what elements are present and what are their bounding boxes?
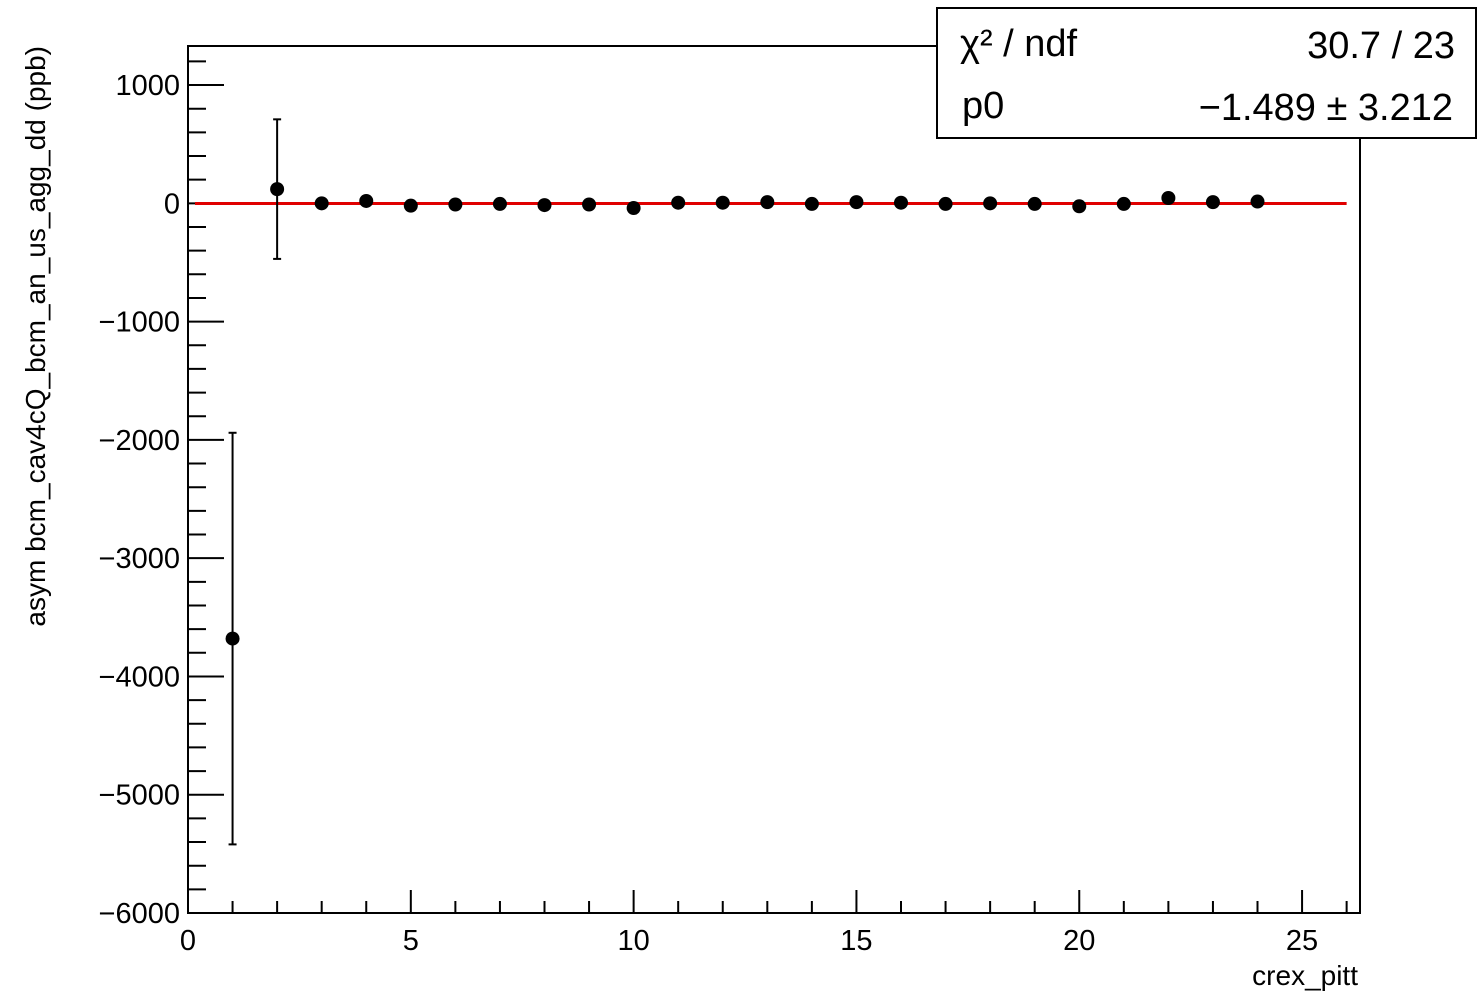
- data-point: [983, 196, 998, 211]
- data-point: [537, 198, 552, 213]
- data-points-layer: [225, 118, 1265, 846]
- data-point: [626, 201, 641, 216]
- y-tick-label: −3000: [99, 543, 180, 575]
- x-axis-title: crex_pitt: [1252, 960, 1358, 991]
- x-tick-label: 15: [840, 925, 872, 957]
- data-point: [359, 193, 374, 208]
- y-tick-label: −1000: [99, 307, 180, 339]
- y-axis-title: asym bcm_cav4cQ_bcm_an_us_agg_dd (ppb): [20, 46, 51, 627]
- data-point: [804, 196, 819, 211]
- data-point: [403, 198, 418, 213]
- data-point: [760, 195, 775, 210]
- y-tick-label: 0: [164, 188, 180, 220]
- fit-stats-box: χ² / ndf 30.7 / 23 p0 −1.489 ± 3.212: [936, 7, 1477, 139]
- data-point: [225, 631, 240, 646]
- data-point: [671, 195, 686, 210]
- data-point: [1205, 195, 1220, 210]
- y-tick-label: −4000: [99, 661, 180, 693]
- stats-chi2-value: 30.7 / 23: [1307, 25, 1455, 67]
- data-point: [492, 196, 507, 211]
- x-tick-label: 10: [617, 925, 649, 957]
- data-point: [270, 182, 285, 197]
- x-tick-label: 20: [1063, 925, 1095, 957]
- y-axis-ticks: [188, 60, 224, 914]
- data-point: [849, 195, 864, 210]
- data-point: [938, 196, 953, 211]
- stats-chi2-label: χ² / ndf: [960, 23, 1078, 65]
- data-point: [448, 197, 463, 212]
- stats-box-frame: [936, 7, 1477, 139]
- plot-frame: [187, 45, 1361, 914]
- stats-p0-value: −1.489 ± 3.212: [1199, 87, 1453, 129]
- y-tick-label: −5000: [99, 780, 180, 812]
- data-point: [1161, 190, 1176, 205]
- y-axis-tick-labels: 1000 0 −1000 −2000 −3000 −4000 −5000 −6000: [99, 70, 180, 930]
- data-point: [582, 197, 597, 212]
- x-tick-label: 5: [403, 925, 419, 957]
- data-point: [894, 195, 909, 210]
- data-point: [314, 196, 329, 211]
- data-point: [1027, 196, 1042, 211]
- x-tick-label: 25: [1286, 925, 1318, 957]
- data-point: [715, 195, 730, 210]
- y-tick-label: −6000: [99, 898, 180, 930]
- x-axis-ticks: [187, 890, 1348, 913]
- x-tick-label: 0: [180, 925, 196, 957]
- y-tick-label: 1000: [115, 70, 180, 102]
- data-point: [1250, 194, 1265, 209]
- stats-p0-label: p0: [962, 85, 1004, 127]
- y-tick-label: −2000: [99, 425, 180, 457]
- data-point: [1116, 196, 1131, 211]
- data-point: [1072, 199, 1087, 214]
- x-axis-tick-labels: 0 5 10 15 20 25: [180, 925, 1318, 957]
